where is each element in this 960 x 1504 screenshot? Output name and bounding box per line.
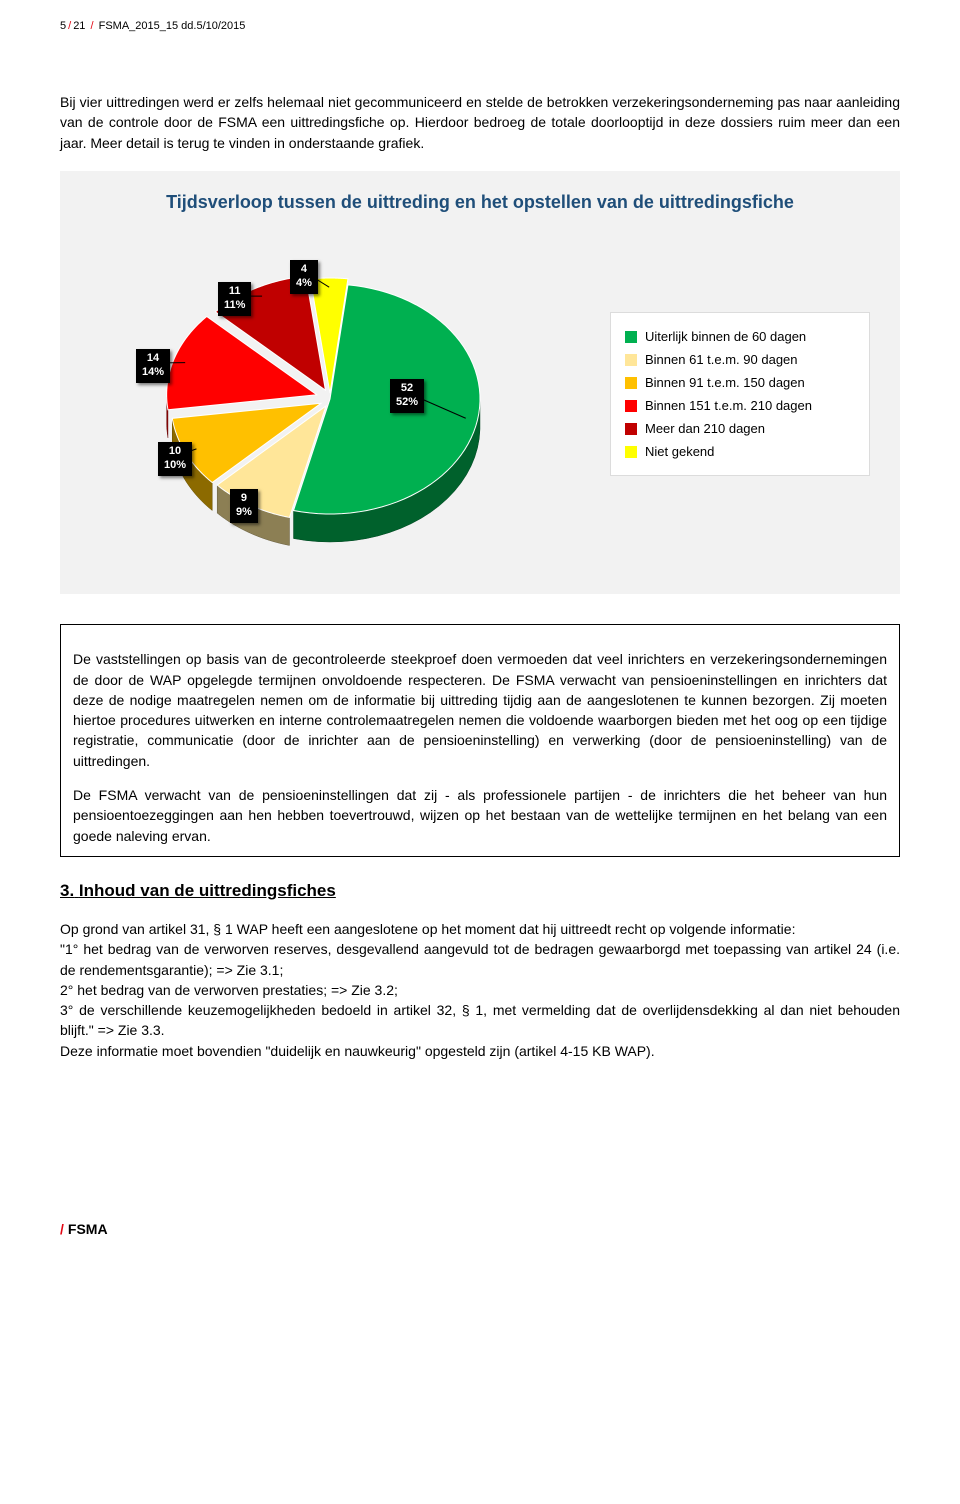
- page-header: 5/21 / FSMA_2015_15 dd.5/10/2015: [60, 20, 900, 32]
- section-3-title: Inhoud van de uittredingsfiches: [79, 881, 336, 900]
- chart-panel: Tijdsverloop tussen de uittreding en het…: [60, 171, 900, 594]
- box-para-2: De FSMA verwacht van de pensioeninstelli…: [73, 785, 887, 846]
- chart-title: Tijdsverloop tussen de uittreding en het…: [90, 191, 870, 214]
- page-total: 21: [73, 20, 85, 32]
- pie-chart: 52 52% 9 9% 10 10% 14 14% 11 11% 4 4%: [90, 234, 510, 554]
- pie-callout: 4 4%: [290, 260, 318, 294]
- legend-item: Binnen 61 t.e.m. 90 dagen: [625, 348, 855, 371]
- legend-item: Binnen 151 t.e.m. 210 dagen: [625, 394, 855, 417]
- box-para-1: De vaststellingen op basis van de gecont…: [73, 649, 887, 771]
- footer-org: FSMA: [68, 1221, 108, 1237]
- legend-label: Binnen 61 t.e.m. 90 dagen: [645, 352, 798, 367]
- legend-swatch: [625, 331, 637, 343]
- legend-item: Meer dan 210 dagen: [625, 417, 855, 440]
- legend-swatch: [625, 400, 637, 412]
- pie-callout: 10 10%: [158, 442, 192, 476]
- chart-legend: Uiterlijk binnen de 60 dagen Binnen 61 t.…: [610, 312, 870, 476]
- pie-callout: 52 52%: [390, 379, 424, 413]
- legend-swatch: [625, 423, 637, 435]
- pie-callout: 11 11%: [218, 282, 251, 316]
- findings-box: De vaststellingen op basis van de gecont…: [60, 624, 900, 857]
- legend-swatch: [625, 377, 637, 389]
- legend-label: Uiterlijk binnen de 60 dagen: [645, 329, 806, 344]
- section-3-number: 3.: [60, 881, 74, 900]
- legend-item: Binnen 91 t.e.m. 150 dagen: [625, 371, 855, 394]
- legend-item: Niet gekend: [625, 440, 855, 463]
- page-footer: /FSMA: [60, 1221, 900, 1237]
- pie-callout: 9 9%: [230, 489, 258, 523]
- legend-label: Niet gekend: [645, 444, 714, 459]
- doc-reference: FSMA_2015_15 dd.5/10/2015: [99, 20, 246, 32]
- pie-callout: 14 14%: [136, 349, 170, 383]
- section-3-body: Op grond van artikel 31, § 1 WAP heeft e…: [60, 919, 900, 1061]
- section-3-heading: 3. Inhoud van de uittredingsfiches: [60, 881, 900, 901]
- legend-swatch: [625, 446, 637, 458]
- legend-label: Binnen 91 t.e.m. 150 dagen: [645, 375, 805, 390]
- legend-label: Binnen 151 t.e.m. 210 dagen: [645, 398, 812, 413]
- legend-item: Uiterlijk binnen de 60 dagen: [625, 325, 855, 348]
- legend-label: Meer dan 210 dagen: [645, 421, 765, 436]
- page-cur: 5: [60, 20, 66, 32]
- intro-paragraph: Bij vier uittredingen werd er zelfs hele…: [60, 92, 900, 153]
- legend-swatch: [625, 354, 637, 366]
